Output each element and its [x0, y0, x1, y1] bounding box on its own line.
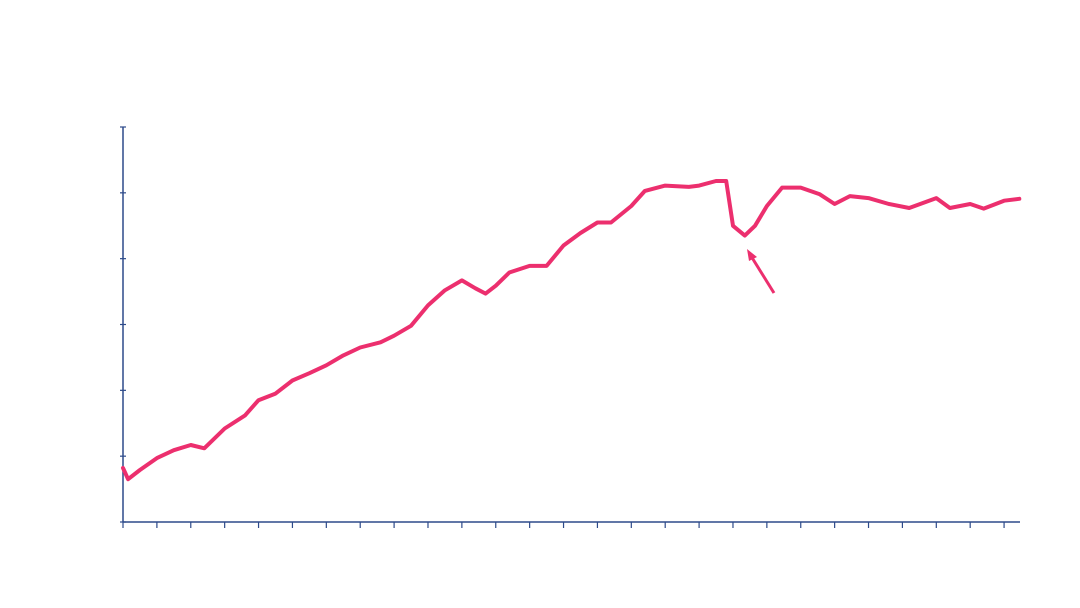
- arrow-shaft: [749, 255, 776, 294]
- data-line: [121, 179, 1022, 482]
- arrow-head: [747, 249, 757, 261]
- annotation-arrow: [747, 249, 776, 294]
